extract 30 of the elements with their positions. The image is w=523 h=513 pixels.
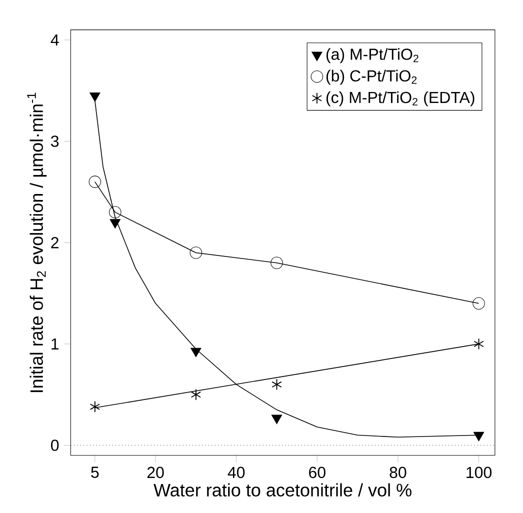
x-tick-label: 80: [390, 466, 406, 478]
point: [88, 176, 102, 188]
point: [472, 297, 485, 310]
legend-label: (a) M-Pt/TiO$_{2}$: [326, 48, 418, 63]
point: [272, 378, 282, 390]
x-axis-title: Water ratio to acetonitrile / vol %: [154, 483, 412, 496]
y-tick-label: 1: [52, 338, 59, 350]
x-tick-label: 20: [147, 466, 164, 478]
x-tick-label: 5: [91, 466, 99, 478]
point: [473, 432, 484, 442]
y-tick-label: 2: [51, 236, 58, 248]
y-axis-title: Initial rate of H$_{2}$ evolution / µmol·min$^{-1}$: [27, 92, 47, 392]
x-tick-label: 40: [228, 466, 245, 478]
x-tick-label: 60: [309, 466, 326, 478]
legend-label: (c) M-Pt/TiO$_{2}$ (EDTA): [326, 91, 474, 106]
point: [474, 338, 484, 350]
point: [270, 256, 283, 269]
point: [190, 348, 202, 358]
y-tick-label: 3: [50, 135, 59, 147]
point: [190, 388, 202, 400]
y-tick-label: 0: [51, 439, 59, 451]
point: [271, 414, 282, 424]
legend-label: (b) C-Pt/TiO$_{2}$: [326, 70, 417, 85]
y-tick-label: 4: [50, 34, 59, 46]
point: [110, 218, 120, 228]
point: [190, 246, 202, 259]
x-tick-label: 100: [466, 466, 492, 478]
point: [90, 400, 100, 412]
point: [108, 206, 122, 218]
point: [90, 92, 100, 102]
